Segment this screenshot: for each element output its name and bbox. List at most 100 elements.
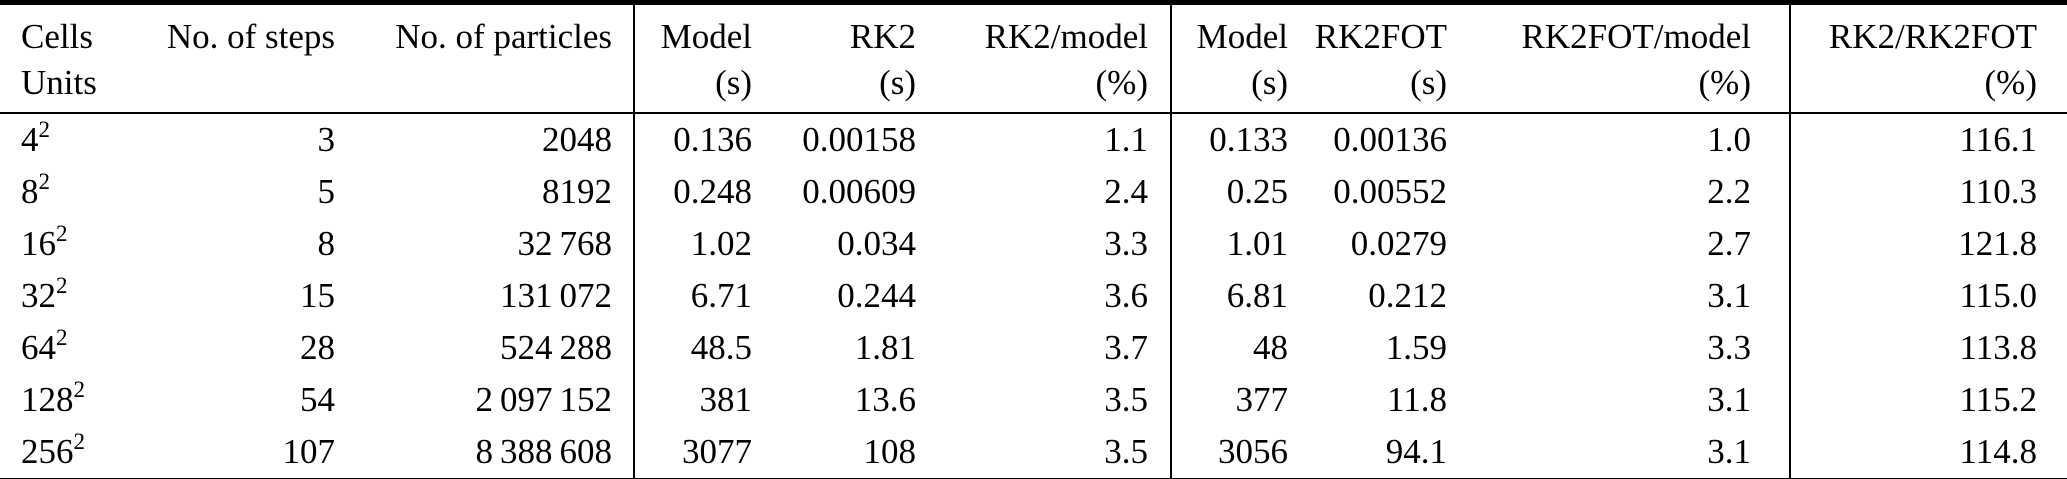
column-header-rk2fot-over-model: RK2FOT/model (%) xyxy=(1460,2,1791,114)
cell-rk2-over-model: 2.4 xyxy=(929,166,1172,218)
cell-rk2-over-rk2fot: 114.8 xyxy=(1959,432,2037,471)
cell-cells-units: 162 xyxy=(0,218,135,270)
cell-model-rk2: 1.02 xyxy=(690,224,752,263)
column-header-model-rk2fot: Model (s) xyxy=(1171,2,1300,114)
column-header-cells-units: Cells Units xyxy=(0,2,135,114)
cell-rk2fot: 0.00136 xyxy=(1333,120,1447,159)
table-row: 642 28 524 288 48.5 1.81 3.7 48 1.59 3.3… xyxy=(0,322,2067,374)
table-body: 42 3 2048 0.136 0.00158 1.1 0.133 0.0013… xyxy=(0,113,2067,479)
cells-exponent: 2 xyxy=(73,377,86,402)
cell-model-rk2fot: 3056 xyxy=(1218,432,1288,471)
cell-particles: 8192 xyxy=(345,166,635,218)
cells-exponent: 2 xyxy=(56,325,68,350)
cell-steps: 54 xyxy=(300,380,335,419)
table-row: 1282 54 2 097 152 381 13.6 3.5 377 11.8 … xyxy=(0,374,2067,426)
column-header-rk2-over-rk2fot: RK2/RK2FOT (%) xyxy=(1790,2,2067,114)
cell-steps: 28 xyxy=(300,328,335,367)
cell-rk2: 0.00609 xyxy=(802,172,916,211)
cell-cells-units: 1282 xyxy=(0,374,135,426)
cell-model-rk2: 381 xyxy=(699,380,753,419)
cell-model-rk2fot: 6.81 xyxy=(1226,276,1288,315)
cells-base: 256 xyxy=(21,432,74,471)
cell-rk2fot-over-model: 3.1 xyxy=(1460,426,1791,479)
cell-model-rk2: 3077 xyxy=(682,432,752,471)
table-row: 42 3 2048 0.136 0.00158 1.1 0.133 0.0013… xyxy=(0,113,2067,166)
cell-particles: 2 097 152 xyxy=(345,374,635,426)
cell-rk2-over-model: 3.7 xyxy=(929,322,1172,374)
cells-base: 128 xyxy=(21,380,74,419)
cell-model-rk2fot: 0.25 xyxy=(1226,172,1288,211)
cell-rk2: 0.244 xyxy=(837,276,916,315)
cell-rk2-over-rk2fot: 115.2 xyxy=(1959,380,2037,419)
cell-model-rk2fot: 0.133 xyxy=(1209,120,1288,159)
cell-cells-units: 322 xyxy=(0,270,135,322)
cell-rk2-over-rk2fot: 113.8 xyxy=(1959,328,2037,367)
column-header-rk2-over-model: RK2/model (%) xyxy=(929,2,1172,114)
cell-rk2fot-over-model: 1.0 xyxy=(1460,113,1791,166)
cell-cells-units: 2562 xyxy=(0,426,135,479)
table-row: 2562 107 8 388 608 3077 108 3.5 3056 94.… xyxy=(0,426,2067,479)
cell-rk2fot: 0.00552 xyxy=(1333,172,1447,211)
cell-rk2fot: 0.212 xyxy=(1368,276,1447,315)
cell-rk2: 13.6 xyxy=(854,380,916,419)
column-header-model-rk2: Model (s) xyxy=(634,2,764,114)
cell-model-rk2: 0.248 xyxy=(673,172,752,211)
cells-base: 16 xyxy=(21,224,56,263)
cells-base: 64 xyxy=(21,328,56,367)
cell-rk2fot-over-model: 3.1 xyxy=(1460,270,1791,322)
cell-model-rk2fot: 48 xyxy=(1253,328,1288,367)
cells-exponent: 2 xyxy=(56,273,68,298)
cell-rk2-over-rk2fot: 110.3 xyxy=(1959,172,2037,211)
cell-particles: 131 072 xyxy=(345,270,635,322)
cells-exponent: 2 xyxy=(38,117,51,142)
cell-rk2fot: 1.59 xyxy=(1385,328,1447,367)
cell-rk2-over-model: 3.3 xyxy=(929,218,1172,270)
header-row: Cells Units No. of steps No. of particle… xyxy=(0,2,2067,114)
cell-cells-units: 82 xyxy=(0,166,135,218)
table-row: 82 5 8192 0.248 0.00609 2.4 0.25 0.00552… xyxy=(0,166,2067,218)
cell-model-rk2fot: 377 xyxy=(1235,380,1289,419)
table-header: Cells Units No. of steps No. of particle… xyxy=(0,2,2067,114)
cells-base: 8 xyxy=(21,172,39,211)
cell-cells-units: 42 xyxy=(0,113,135,166)
table-row: 162 8 32 768 1.02 0.034 3.3 1.01 0.0279 … xyxy=(0,218,2067,270)
cell-rk2fot-over-model: 3.1 xyxy=(1460,374,1791,426)
cell-rk2-over-model: 1.1 xyxy=(929,113,1172,166)
table-row: 322 15 131 072 6.71 0.244 3.6 6.81 0.212… xyxy=(0,270,2067,322)
cells-exponent: 2 xyxy=(56,221,68,246)
cell-steps: 8 xyxy=(317,224,336,263)
cell-model-rk2: 48.5 xyxy=(690,328,752,367)
cell-rk2: 1.81 xyxy=(854,328,916,367)
cell-rk2-over-model: 3.5 xyxy=(929,426,1172,479)
cell-rk2-over-rk2fot: 116.1 xyxy=(1959,120,2037,159)
cell-steps: 5 xyxy=(317,172,336,211)
cell-steps: 3 xyxy=(317,120,336,159)
cells-base: 4 xyxy=(21,120,39,159)
cells-base: 32 xyxy=(21,276,56,315)
cell-rk2: 0.00158 xyxy=(802,120,916,159)
cells-exponent: 2 xyxy=(73,429,86,454)
cell-rk2: 0.034 xyxy=(837,224,916,263)
cell-rk2-over-model: 3.5 xyxy=(929,374,1172,426)
header-line-cells: Cells xyxy=(21,17,93,56)
cell-model-rk2: 0.136 xyxy=(673,120,752,159)
cell-particles: 524 288 xyxy=(345,322,635,374)
column-header-particles: No. of particles xyxy=(345,2,635,114)
cell-particles: 2048 xyxy=(345,113,635,166)
cell-rk2-over-rk2fot: 121.8 xyxy=(1958,224,2037,263)
header-line-units: Units xyxy=(21,63,97,102)
cell-model-rk2: 6.71 xyxy=(690,276,752,315)
cell-rk2fot: 11.8 xyxy=(1387,380,1447,419)
cell-particles: 8 388 608 xyxy=(345,426,635,479)
cell-steps: 107 xyxy=(282,432,336,471)
column-header-rk2fot: RK2FOT (s) xyxy=(1300,2,1460,114)
cell-rk2fot: 0.0279 xyxy=(1350,224,1447,263)
cell-rk2-over-rk2fot: 115.0 xyxy=(1959,276,2037,315)
cell-rk2fot-over-model: 3.3 xyxy=(1460,322,1791,374)
cell-rk2fot-over-model: 2.7 xyxy=(1460,218,1791,270)
cell-rk2: 108 xyxy=(863,432,917,471)
cell-particles: 32 768 xyxy=(345,218,635,270)
cells-exponent: 2 xyxy=(38,169,51,194)
